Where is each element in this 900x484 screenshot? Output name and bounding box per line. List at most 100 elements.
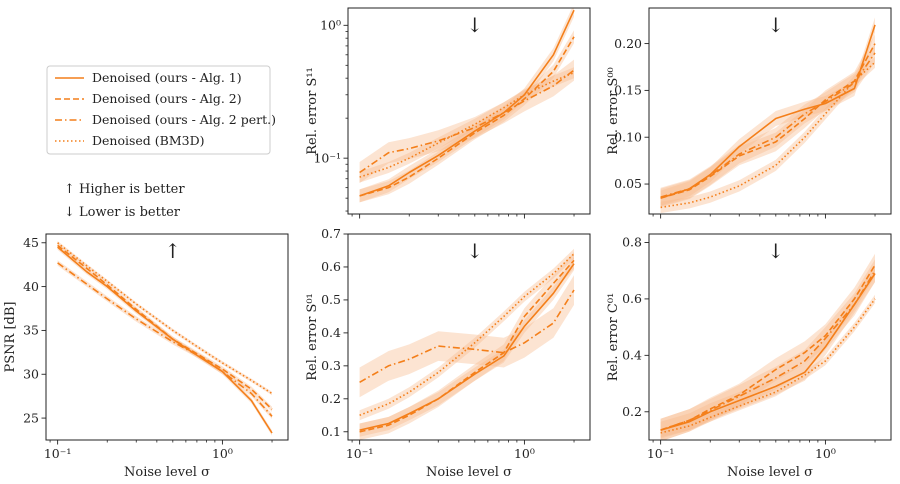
x-axis-label: Noise level σ <box>727 465 813 480</box>
x-axis-label: Noise level σ <box>124 465 210 480</box>
series-line <box>660 264 876 431</box>
confidence-band <box>359 252 574 440</box>
y-tick-label: 0.4 <box>321 325 341 340</box>
x-tick-label: 10⁰ <box>815 446 836 461</box>
y-tick-label: 25 <box>23 410 39 425</box>
x-tick-label: 10⁰ <box>212 446 233 461</box>
confidence-band <box>660 34 875 208</box>
confidence-band <box>359 67 574 183</box>
y-tick-label: 0.2 <box>622 404 642 419</box>
axes-frame <box>648 233 892 441</box>
panel-s00: 0.05 0.10 0.15 0.20 Rel. error S⁰⁰ ↓ <box>606 7 892 219</box>
axes-frame <box>648 7 892 215</box>
y-tick-label: 0.4 <box>622 348 642 363</box>
y-tick-label: 0.1 <box>321 424 341 439</box>
legend-frame <box>46 65 271 155</box>
direction-arrow-icon: ↓ <box>466 239 483 263</box>
y-tick-label: 0.15 <box>614 83 642 98</box>
y-tick-label: 0.6 <box>622 291 642 306</box>
legend: Denoised (ours - Alg. 1) Denoised (ours … <box>46 65 276 155</box>
series-line <box>660 273 876 431</box>
confidence-band <box>359 30 574 203</box>
panels: 10⁻¹ 10⁰ 25 30 35 40 45 Noise level σ PSNR [dB] ↑… <box>3 7 892 480</box>
confidence-band <box>57 242 272 412</box>
confidence-band <box>359 257 574 437</box>
y-tick-label: 0.20 <box>614 36 642 51</box>
confidence-band <box>660 253 875 440</box>
direction-arrow-icon: ↓ <box>767 239 784 263</box>
x-tick-label: 10⁰ <box>514 446 535 461</box>
axes-frame <box>45 233 289 441</box>
series-line <box>359 289 575 383</box>
confidence-band <box>660 265 875 439</box>
y-tick-label: 35 <box>23 323 39 338</box>
y-tick-label: 10⁰ <box>320 18 341 33</box>
series-line <box>57 242 273 395</box>
legend-label-alg1: Denoised (ours - Alg. 1) <box>92 70 242 85</box>
direction-arrow-icon: ↓ <box>466 13 483 37</box>
series-line <box>660 43 876 199</box>
plot-area <box>660 253 876 440</box>
series-line <box>660 52 876 198</box>
y-tick-label: 0.05 <box>614 176 642 191</box>
plot-area <box>359 248 575 440</box>
confidence-band <box>359 248 574 421</box>
y-axis-label: Rel. error S¹¹ <box>305 67 320 155</box>
higher-is-better-note: ↑ Higher is better <box>64 182 185 197</box>
confidence-band <box>660 259 875 440</box>
series-line <box>359 263 575 431</box>
confidence-band <box>57 260 272 419</box>
confidence-band <box>359 8 574 203</box>
y-tick-label: 40 <box>23 279 39 294</box>
panel-s01: 10⁻¹ 10⁰ 0.1 0.2 0.3 0.4 0.5 0.6 0.7 Noise level … <box>305 226 591 480</box>
axes-frame <box>347 7 591 215</box>
y-tick-label: 0.8 <box>622 235 642 250</box>
y-tick-label: 45 <box>23 235 39 250</box>
x-axis-label: Noise level σ <box>426 465 512 480</box>
series-line <box>660 298 876 434</box>
confidence-band <box>57 244 272 436</box>
plot-area <box>660 17 876 214</box>
plot-area <box>57 241 273 436</box>
plot-area <box>359 8 575 203</box>
series-line <box>359 259 575 433</box>
confidence-band <box>660 17 875 206</box>
series-line <box>359 9 575 197</box>
series-line <box>57 262 273 417</box>
lower-is-better-note: ↓ Lower is better <box>64 205 181 220</box>
y-axis-label: Rel. error S⁰¹ <box>305 293 320 381</box>
confidence-band <box>359 59 574 183</box>
legend-label-alg2-pert: Denoised (ours - Alg. 2 pert.) <box>92 112 276 127</box>
y-tick-label: 0.5 <box>321 292 341 307</box>
y-axis-label: PSNR [dB] <box>3 302 18 373</box>
series-line <box>660 61 876 209</box>
y-tick-label: 0.7 <box>321 226 341 241</box>
x-tick-label: 10⁻¹ <box>647 446 675 461</box>
y-tick-label: 10⁻¹ <box>313 150 341 165</box>
y-tick-label: 0.2 <box>321 391 341 406</box>
y-tick-label: 0.3 <box>321 358 341 373</box>
series-line <box>359 69 575 174</box>
direction-arrow-icon: ↓ <box>767 13 784 37</box>
x-tick-label: 10⁻¹ <box>44 446 72 461</box>
y-tick-label: 30 <box>23 366 39 381</box>
direction-arrow-icon: ↑ <box>164 239 181 263</box>
panel-psnr: 10⁻¹ 10⁰ 25 30 35 40 45 Noise level σ PSNR [dB] ↑ <box>3 233 289 480</box>
series-line <box>660 270 876 431</box>
legend-label-bm3d: Denoised (BM3D) <box>92 133 205 148</box>
series-line <box>57 244 273 410</box>
confidence-band <box>57 241 272 396</box>
axes-frame <box>347 233 591 441</box>
confidence-band <box>359 275 574 398</box>
legend-label-alg2: Denoised (ours - Alg. 2) <box>92 91 242 106</box>
series-line <box>359 36 575 197</box>
confidence-band <box>660 43 875 207</box>
panel-c01: 10⁻¹ 10⁰ 0.2 0.4 0.6 0.8 Noise level σ Rel. err… <box>606 233 892 480</box>
y-tick-label: 0.6 <box>321 259 341 274</box>
panel-s11: 10⁻¹ 10⁰ Rel. error S¹¹ ↓ <box>305 7 591 219</box>
series-line <box>359 253 575 417</box>
x-tick-label: 10⁻¹ <box>346 446 374 461</box>
y-axis-label: Rel. error S⁰⁰ <box>606 67 621 155</box>
series-line <box>660 24 876 199</box>
y-tick-label: 0.10 <box>614 129 642 144</box>
